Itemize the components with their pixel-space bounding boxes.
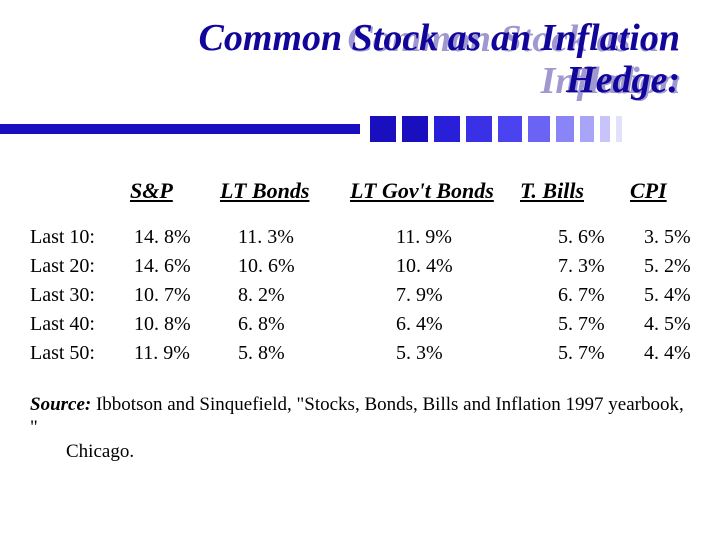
cell-cpi: 4. 5%: [630, 313, 710, 336]
cell-ltb: 8. 2%: [220, 284, 350, 307]
cell-ltg: 6. 4%: [350, 313, 520, 336]
table-row: Last 40:10. 8% 6. 8% 6. 4%5. 7%4. 5%: [30, 313, 690, 336]
table-row: Last 20:14. 6%10. 6%10. 4%7. 3%5. 2%: [30, 255, 690, 278]
cell-sp: 10. 8%: [130, 313, 220, 336]
cell-cpi: 5. 4%: [630, 284, 710, 307]
decor-square: [556, 116, 574, 142]
header-ltg: LT Gov't Bonds: [350, 178, 520, 204]
cell-sp: 14. 6%: [130, 255, 220, 278]
header-ltb: LT Bonds: [220, 178, 350, 204]
title-line1: Common Stock as an Inflation: [199, 18, 680, 60]
decor-squares: [370, 116, 622, 142]
decor-square: [498, 116, 522, 142]
decor-square: [580, 116, 594, 142]
cell-cpi: 3. 5%: [630, 226, 710, 249]
cell-tb: 5. 6%: [520, 226, 630, 249]
cell-tb: 6. 7%: [520, 284, 630, 307]
header-tb: T. Bills: [520, 178, 630, 204]
decor-square: [600, 116, 610, 142]
cell-ltb: 11. 3%: [220, 226, 350, 249]
cell-sp: 14. 8%: [130, 226, 220, 249]
table-row: Last 50:11. 9% 5. 8% 5. 3%5. 7% 4. 4%: [30, 342, 690, 365]
table-row: Last 10:14. 8%11. 3%11. 9%5. 6%3. 5%: [30, 226, 690, 249]
source-label: Source:: [30, 394, 91, 415]
decor-square: [528, 116, 550, 142]
decor-square: [370, 116, 396, 142]
title-line2: Hedge:: [566, 60, 680, 102]
cell-ltb: 5. 8%: [220, 342, 350, 365]
cell-sp: 10. 7%: [130, 284, 220, 307]
row-label: Last 50:: [30, 342, 130, 365]
cell-tb: 5. 7%: [520, 313, 630, 336]
cell-ltg: 11. 9%: [350, 226, 520, 249]
decor-square: [434, 116, 460, 142]
row-label: Last 20:: [30, 255, 130, 278]
slide-title: Common Stock as an Inflation Common Stoc…: [0, 0, 720, 102]
header-cpi: CPI: [630, 178, 710, 204]
table-row: Last 30:10. 7% 8. 2% 7. 9%6. 7%5. 4%: [30, 284, 690, 307]
cell-cpi: 4. 4%: [630, 342, 710, 365]
decor-square: [616, 116, 622, 142]
decor-square: [466, 116, 492, 142]
source-citation: Source: Ibbotson and Sinquefield, "Stock…: [30, 393, 690, 464]
source-text-2: Chicago.: [30, 440, 690, 464]
cell-ltb: 6. 8%: [220, 313, 350, 336]
row-label: Last 40:: [30, 313, 130, 336]
data-table: S&P LT Bonds LT Gov't Bonds T. Bills CPI…: [30, 178, 690, 365]
header-sp: S&P: [130, 178, 220, 204]
table-header-row: S&P LT Bonds LT Gov't Bonds T. Bills CPI: [30, 178, 690, 204]
cell-ltg: 7. 9%: [350, 284, 520, 307]
decor-bar: [0, 116, 720, 144]
cell-ltb: 10. 6%: [220, 255, 350, 278]
row-label: Last 10:: [30, 226, 130, 249]
cell-ltg: 5. 3%: [350, 342, 520, 365]
cell-ltg: 10. 4%: [350, 255, 520, 278]
row-label: Last 30:: [30, 284, 130, 307]
cell-tb: 7. 3%: [520, 255, 630, 278]
decor-square: [402, 116, 428, 142]
cell-cpi: 5. 2%: [630, 255, 710, 278]
cell-sp: 11. 9%: [130, 342, 220, 365]
cell-tb: 5. 7%: [520, 342, 630, 365]
decor-bar-long: [0, 124, 360, 134]
source-text-1: Ibbotson and Sinquefield, "Stocks, Bonds…: [30, 394, 684, 439]
